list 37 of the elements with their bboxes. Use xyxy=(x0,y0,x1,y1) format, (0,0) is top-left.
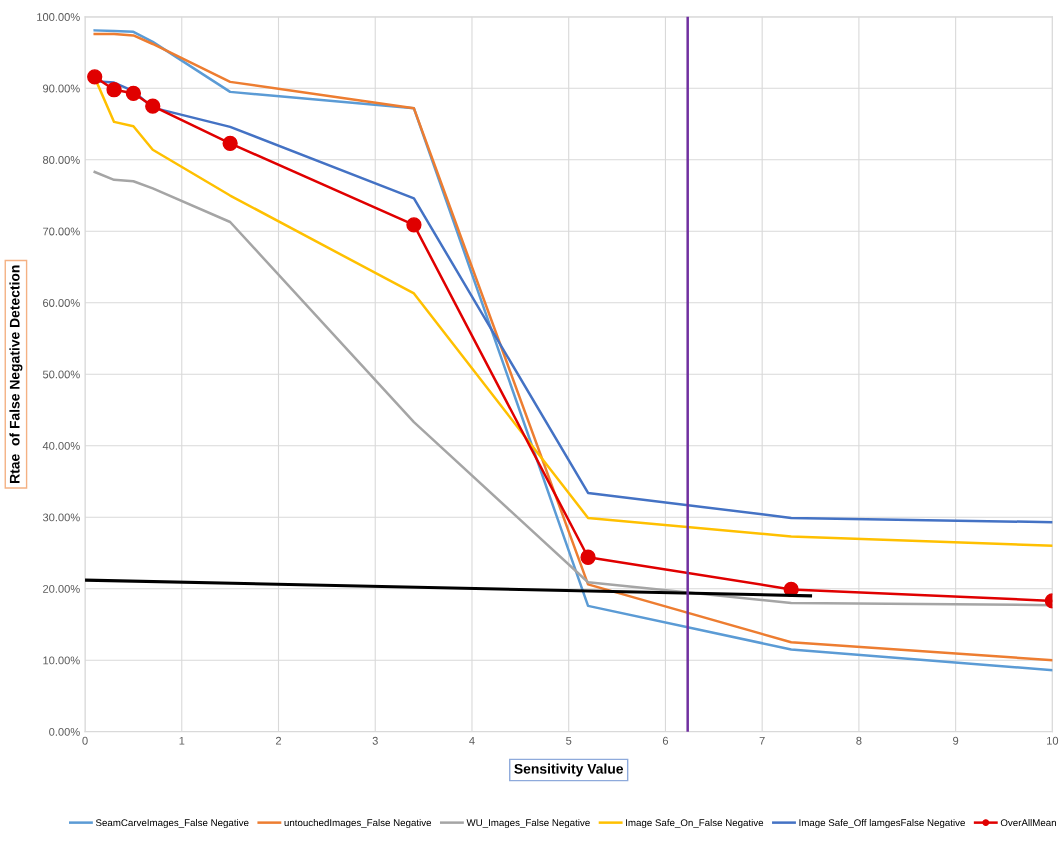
y-axis-title: Rtae of False Negative Detection xyxy=(9,265,23,483)
x-tick-label: 10 xyxy=(1047,736,1059,745)
point xyxy=(222,135,238,151)
legend-label: WU_Images_False Negative xyxy=(466,818,590,829)
x-tick-label: 5 xyxy=(566,736,572,745)
y-tick-label: 30.00% xyxy=(42,513,80,522)
x-tick-label: 4 xyxy=(469,736,475,745)
legend-label: SeamCarveImages_False Negative xyxy=(95,818,249,829)
y-tick-label: 100.00% xyxy=(37,13,80,21)
point xyxy=(145,98,161,114)
y-tick-label: 50.00% xyxy=(42,370,80,379)
x-tick-label: 1 xyxy=(179,736,185,745)
legend-label: Image Safe_On_False Negative xyxy=(626,818,764,829)
y-tick-label: 80.00% xyxy=(42,156,80,164)
x-tick-label: 2 xyxy=(275,736,282,745)
point xyxy=(106,82,122,98)
y-tick-label: 10.00% xyxy=(43,656,80,665)
point xyxy=(87,69,103,85)
point xyxy=(406,217,422,233)
y-tick-label: 40.00% xyxy=(42,442,80,450)
legend-label: untouchedImages_False Negative xyxy=(284,818,432,829)
y-tick-label: 20.00% xyxy=(43,584,80,593)
y-tick-label: 60.00% xyxy=(43,299,80,307)
x-tick-label: 8 xyxy=(856,736,862,745)
x-tick-label: 3 xyxy=(372,736,378,745)
y-tick-label: 0.00% xyxy=(49,727,80,736)
x-tick-label: 0 xyxy=(82,736,88,745)
x-tick-label: 6 xyxy=(662,736,669,745)
x-tick-label: 7 xyxy=(759,736,765,745)
point xyxy=(125,85,142,101)
x-tick-label: 9 xyxy=(953,736,959,745)
legend-label: OverAllMean xyxy=(1000,818,1056,827)
legend-label: Image Safe_Off lamgesFalse Negative xyxy=(799,818,965,829)
y-tick-label: 90.00% xyxy=(43,84,80,93)
y-tick-label: 70.00% xyxy=(43,227,80,236)
point xyxy=(580,549,596,565)
x-axis-title: Sensitivity Value xyxy=(514,763,624,777)
